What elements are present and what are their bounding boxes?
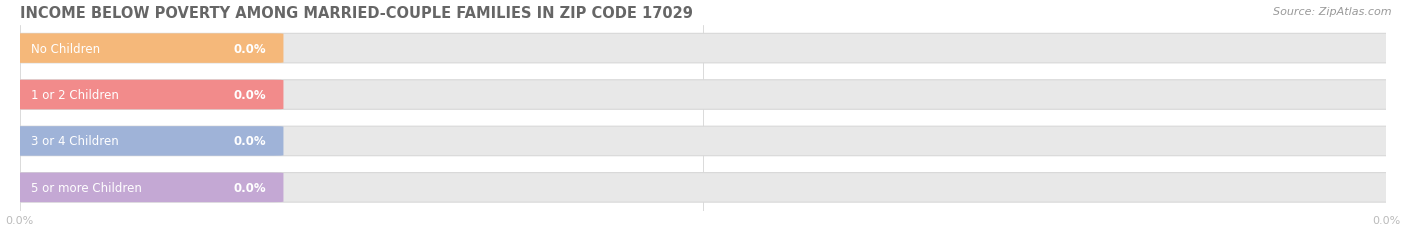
- Text: 5 or more Children: 5 or more Children: [31, 181, 142, 194]
- Text: 0.0%: 0.0%: [233, 89, 266, 102]
- Text: Source: ZipAtlas.com: Source: ZipAtlas.com: [1274, 7, 1392, 17]
- FancyBboxPatch shape: [8, 34, 284, 64]
- FancyBboxPatch shape: [8, 80, 1398, 110]
- Text: 1 or 2 Children: 1 or 2 Children: [31, 89, 118, 102]
- FancyBboxPatch shape: [8, 127, 1398, 156]
- Text: 0.0%: 0.0%: [233, 43, 266, 55]
- Text: 3 or 4 Children: 3 or 4 Children: [31, 135, 118, 148]
- Text: INCOME BELOW POVERTY AMONG MARRIED-COUPLE FAMILIES IN ZIP CODE 17029: INCOME BELOW POVERTY AMONG MARRIED-COUPL…: [20, 6, 693, 21]
- FancyBboxPatch shape: [8, 173, 1398, 202]
- FancyBboxPatch shape: [8, 34, 1398, 64]
- Text: No Children: No Children: [31, 43, 100, 55]
- FancyBboxPatch shape: [8, 173, 284, 202]
- Text: 0.0%: 0.0%: [233, 181, 266, 194]
- Text: 0.0%: 0.0%: [233, 135, 266, 148]
- FancyBboxPatch shape: [8, 127, 284, 156]
- FancyBboxPatch shape: [8, 80, 284, 110]
